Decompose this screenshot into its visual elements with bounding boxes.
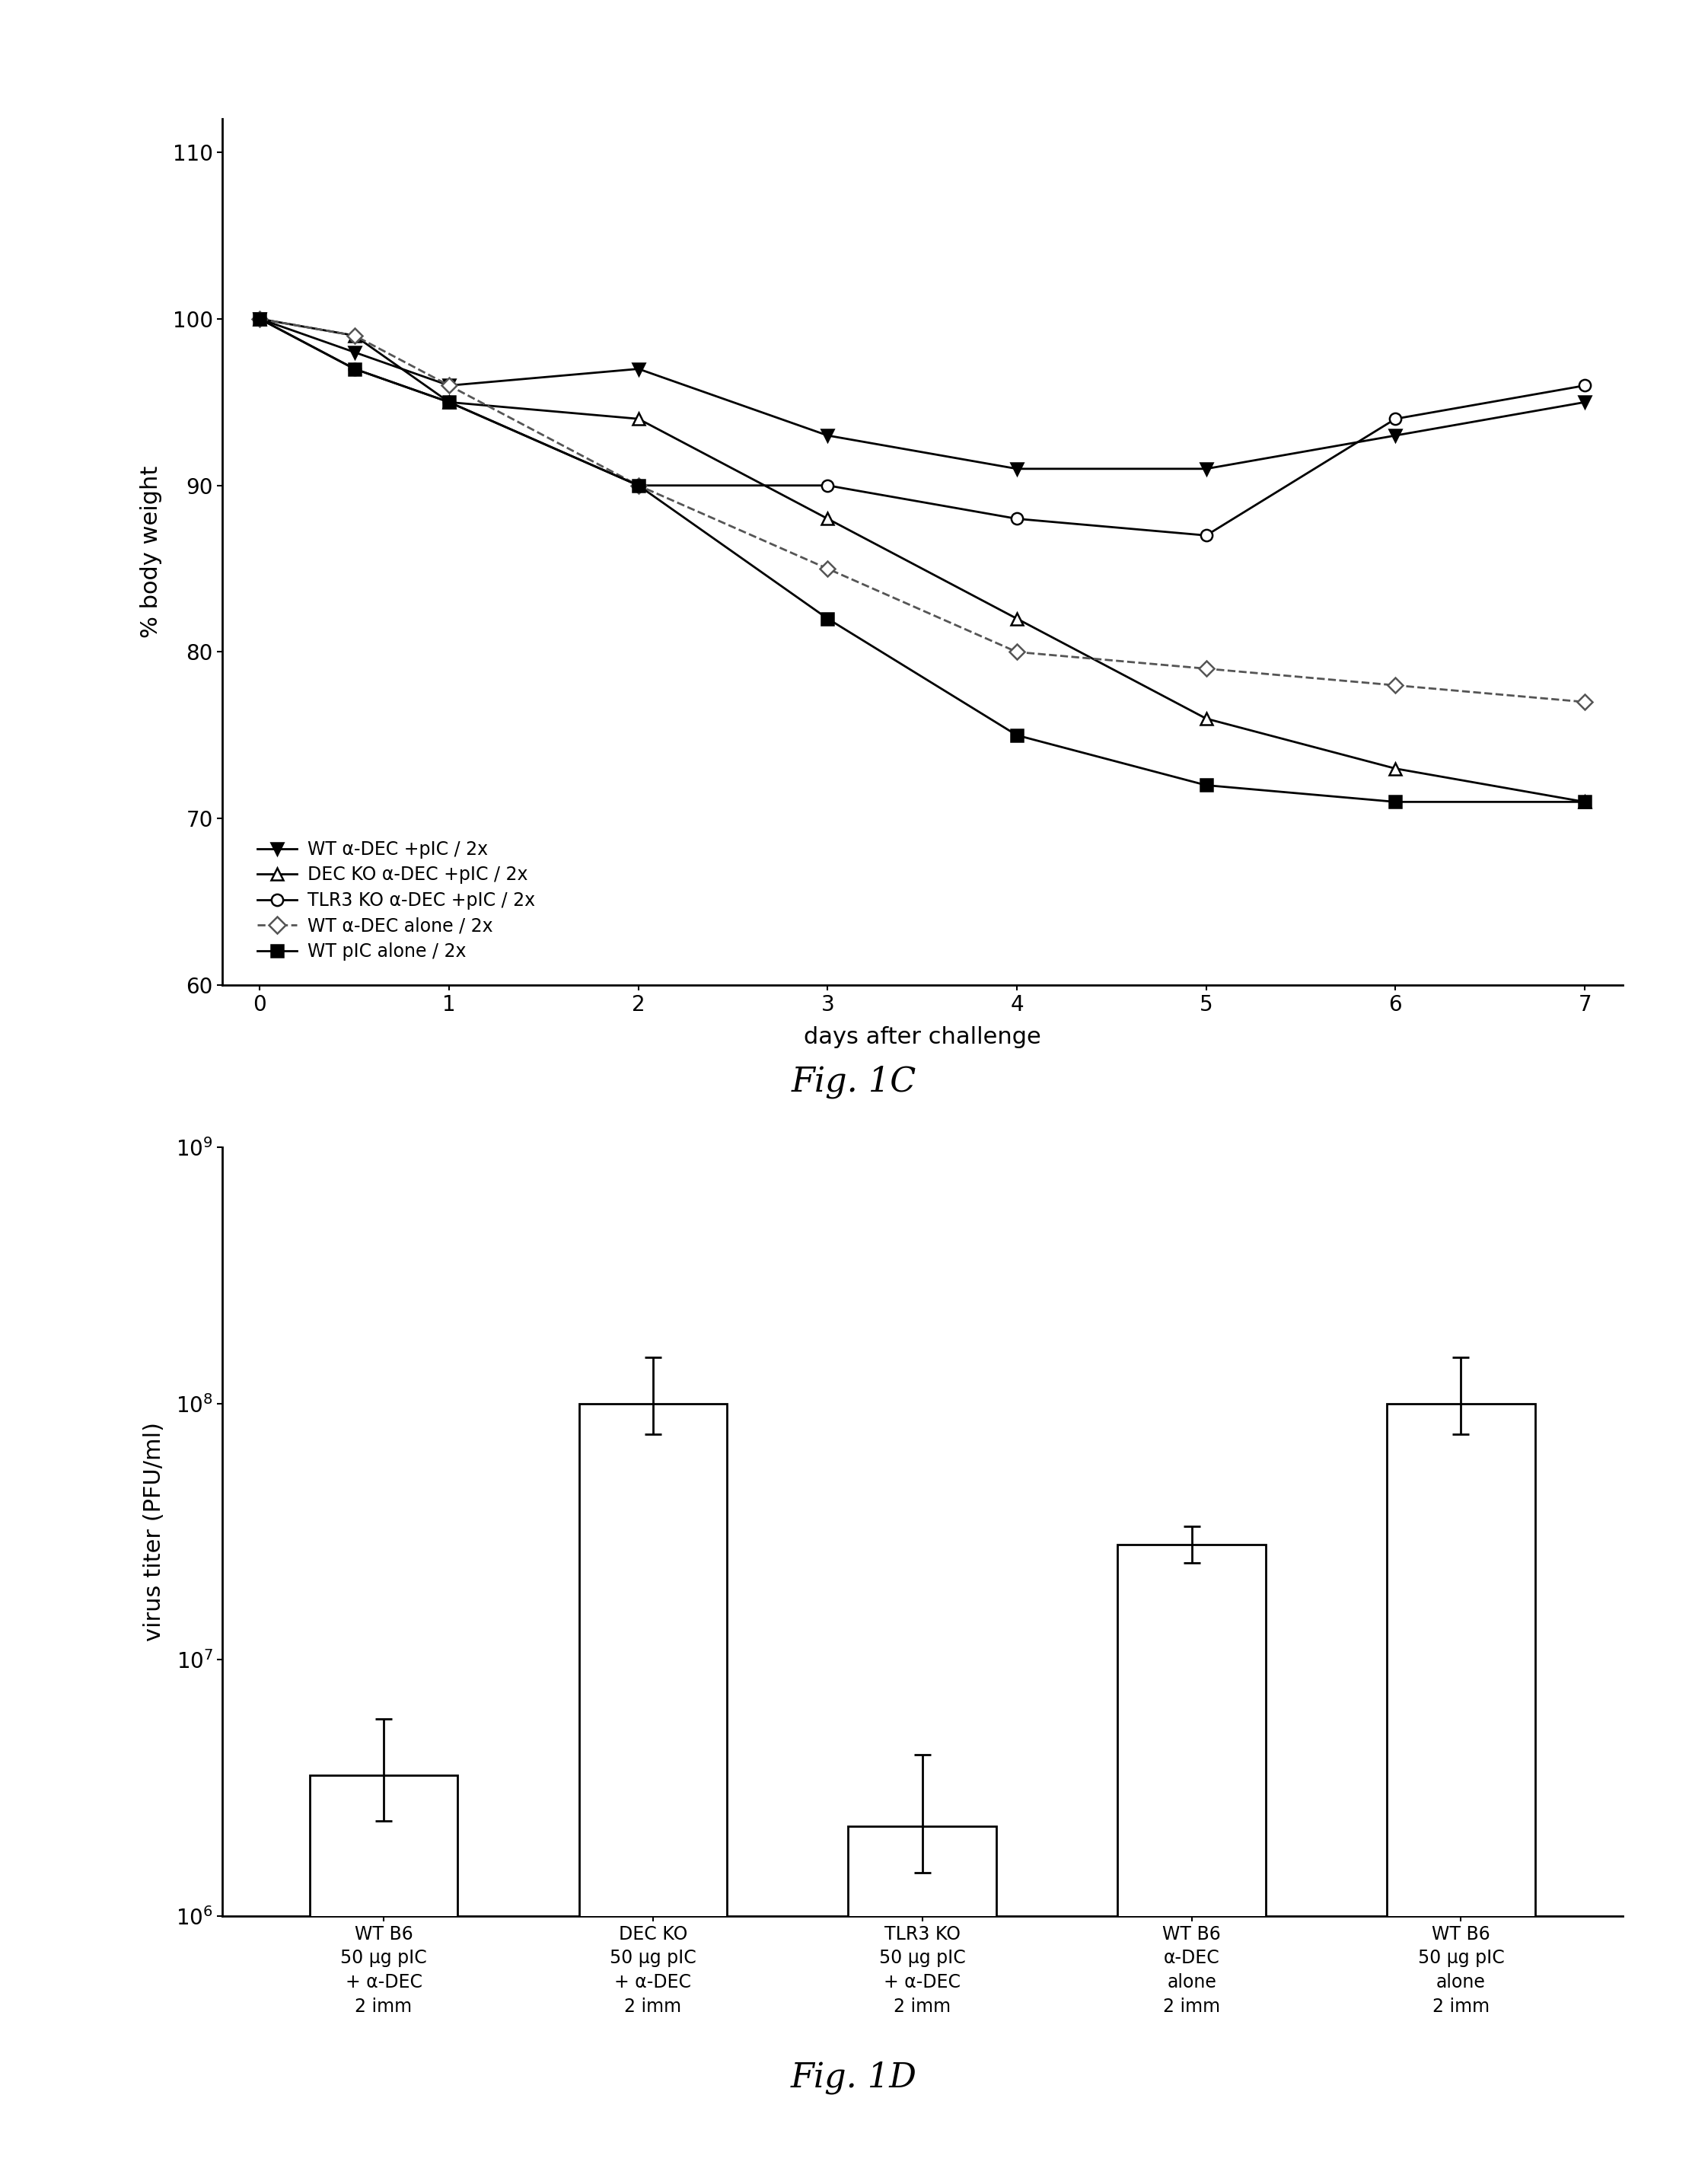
Text: Fig. 1C: Fig. 1C <box>791 1065 917 1098</box>
Text: Fig. 1D: Fig. 1D <box>791 2061 917 2094</box>
X-axis label: days after challenge: days after challenge <box>804 1026 1040 1048</box>
Bar <box>579 1403 728 2165</box>
Bar <box>309 1775 458 2165</box>
Y-axis label: virus titer (PFU/ml): virus titer (PFU/ml) <box>143 1422 166 1641</box>
Bar <box>1387 1403 1535 2165</box>
Bar <box>849 1827 996 2165</box>
Bar <box>1117 1544 1266 2165</box>
Legend: WT α-DEC +pIC / 2x, DEC KO α-DEC +pIC / 2x, TLR3 KO α-DEC +pIC / 2x, WT α-DEC al: WT α-DEC +pIC / 2x, DEC KO α-DEC +pIC / … <box>249 834 543 968</box>
Y-axis label: % body weight: % body weight <box>140 465 162 639</box>
